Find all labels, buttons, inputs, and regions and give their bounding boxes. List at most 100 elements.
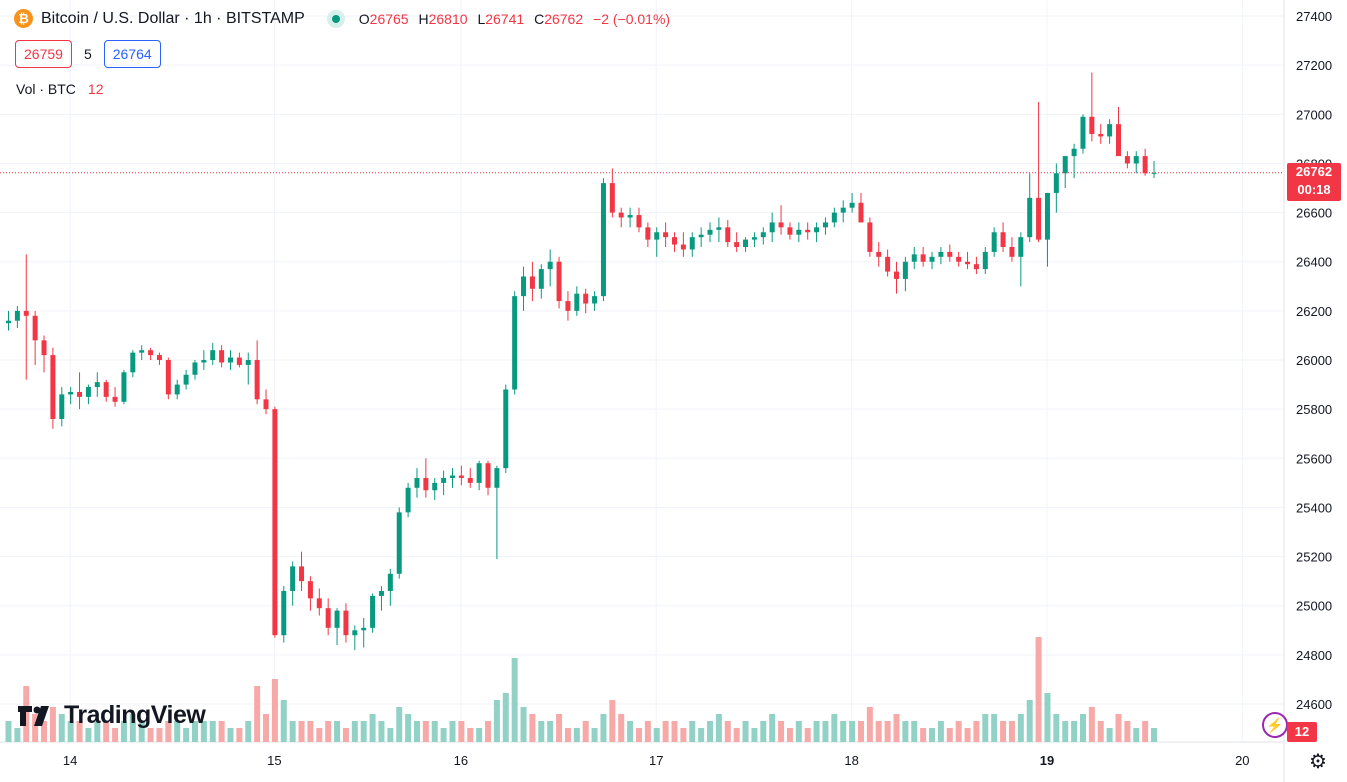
candle[interactable] [814, 222, 820, 243]
candle[interactable] [228, 350, 233, 370]
candle[interactable] [343, 603, 349, 643]
candle[interactable] [1027, 173, 1033, 243]
candle[interactable] [236, 352, 242, 368]
candle[interactable] [547, 249, 553, 287]
candle[interactable] [281, 586, 287, 643]
candle[interactable] [743, 237, 749, 252]
candle[interactable] [707, 222, 713, 243]
market-status-icon[interactable] [326, 9, 345, 28]
symbol-legend[interactable]: ₿ Bitcoin / U.S. Dollar · 1h · BITSTAMP … [14, 9, 676, 28]
candle[interactable] [725, 219, 731, 247]
candle[interactable] [592, 291, 598, 311]
candle[interactable] [512, 291, 518, 395]
candle[interactable] [450, 468, 455, 488]
candle[interactable] [529, 261, 535, 302]
candle[interactable] [982, 246, 988, 275]
candle[interactable] [920, 246, 926, 267]
candle[interactable] [32, 310, 38, 365]
candle[interactable] [583, 288, 589, 314]
candle[interactable] [361, 618, 367, 648]
candle[interactable] [796, 222, 802, 243]
candle[interactable] [991, 227, 997, 257]
candle[interactable] [965, 251, 971, 270]
candle[interactable] [467, 468, 473, 488]
candle[interactable] [574, 286, 580, 316]
candle[interactable] [1044, 192, 1050, 267]
candle[interactable] [849, 192, 855, 213]
candle[interactable] [307, 576, 313, 611]
candle[interactable] [556, 256, 562, 309]
candle[interactable] [94, 372, 100, 397]
candle[interactable] [1018, 232, 1024, 287]
candle[interactable] [423, 458, 429, 498]
candle[interactable] [476, 460, 482, 491]
sell-button[interactable]: 26759 [15, 40, 72, 68]
lightning-icon[interactable]: ⚡ [1262, 712, 1288, 738]
candle[interactable] [787, 222, 793, 240]
candle[interactable] [121, 369, 127, 405]
candle[interactable] [165, 357, 171, 400]
candle[interactable] [219, 345, 225, 368]
candle[interactable] [716, 217, 722, 243]
candle[interactable] [414, 468, 420, 498]
candle[interactable] [636, 207, 642, 233]
candle[interactable] [103, 379, 109, 402]
candle[interactable] [760, 227, 766, 245]
candle[interactable] [1151, 161, 1157, 178]
candle[interactable] [778, 205, 784, 235]
candle[interactable] [698, 227, 704, 247]
candle[interactable] [14, 305, 20, 329]
candle[interactable] [734, 232, 740, 252]
candle[interactable] [663, 222, 669, 247]
candle[interactable] [867, 217, 873, 257]
candle[interactable] [325, 598, 331, 636]
candle[interactable] [352, 625, 358, 650]
candle[interactable] [1071, 143, 1077, 179]
candle[interactable] [769, 212, 775, 243]
candle[interactable] [316, 588, 322, 616]
candle[interactable] [600, 178, 606, 302]
candle[interactable] [1053, 163, 1059, 213]
candle[interactable] [299, 551, 305, 591]
candle[interactable] [23, 254, 29, 380]
candle[interactable] [627, 207, 633, 228]
candle[interactable] [902, 256, 908, 292]
candle[interactable] [334, 608, 340, 646]
candle[interactable] [672, 232, 677, 252]
candle[interactable] [370, 593, 376, 633]
candle[interactable] [1009, 237, 1015, 262]
candle[interactable] [1000, 222, 1006, 252]
candle[interactable] [521, 266, 527, 311]
candle[interactable] [494, 465, 500, 560]
candle[interactable] [441, 470, 447, 496]
candle[interactable] [1036, 102, 1042, 243]
candle[interactable] [1133, 151, 1139, 174]
candle[interactable] [6, 310, 11, 331]
candle[interactable] [876, 242, 882, 267]
candle[interactable] [894, 261, 899, 294]
candle[interactable] [68, 387, 74, 405]
candle[interactable] [245, 352, 251, 385]
candle[interactable] [139, 345, 145, 361]
candle[interactable] [929, 251, 935, 270]
candle[interactable] [503, 384, 509, 474]
candle[interactable] [1116, 106, 1121, 157]
candle[interactable] [485, 460, 491, 496]
candle[interactable] [156, 352, 162, 365]
candle[interactable] [538, 264, 544, 299]
candle[interactable] [254, 340, 260, 405]
candle[interactable] [947, 244, 953, 262]
candle[interactable] [1089, 72, 1095, 142]
candle[interactable] [618, 207, 624, 228]
candle[interactable] [432, 477, 438, 501]
candle[interactable] [1124, 151, 1130, 169]
candle[interactable] [85, 384, 91, 405]
candle[interactable] [751, 232, 757, 247]
candle[interactable] [41, 335, 47, 373]
candle[interactable] [130, 350, 136, 378]
volume-legend[interactable]: Vol · BTC 12 [16, 81, 104, 97]
candle[interactable] [210, 342, 216, 365]
candle[interactable] [956, 251, 962, 267]
candle[interactable] [609, 168, 615, 218]
